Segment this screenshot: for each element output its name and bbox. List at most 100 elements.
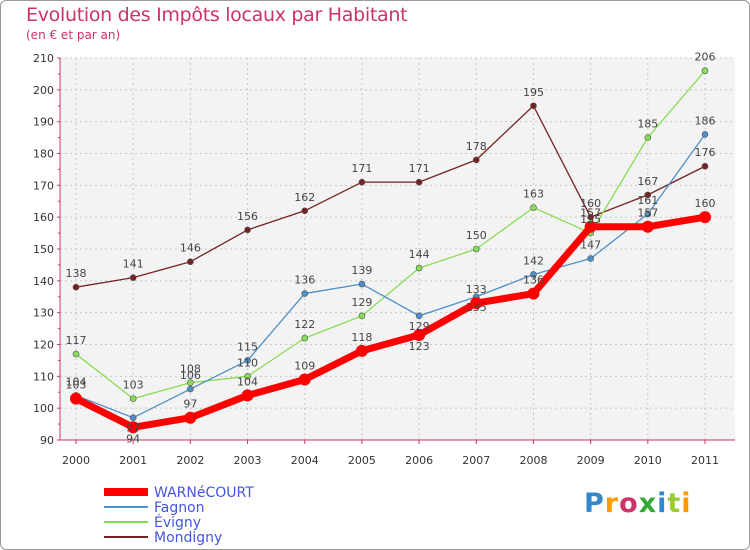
data-label: 163 (523, 188, 544, 201)
y-tick-label: 150 (33, 243, 54, 256)
data-label: 110 (237, 356, 258, 369)
data-point (644, 134, 652, 141)
x-tick-label: 2010 (634, 454, 662, 467)
data-label: 157 (637, 207, 658, 220)
data-point (127, 421, 140, 434)
plot-area (60, 58, 735, 440)
data-point (530, 204, 537, 211)
data-label: 146 (180, 242, 201, 255)
y-tick-label: 100 (33, 402, 54, 415)
data-label: 160 (695, 197, 716, 210)
y-tick-label: 90 (40, 434, 54, 447)
data-label: 157 (580, 207, 601, 220)
data-point (641, 220, 654, 233)
x-tick-label: 2006 (405, 454, 433, 467)
x-tick-label: 2000 (62, 454, 90, 467)
data-label: 160 (580, 197, 601, 210)
data-label: 142 (523, 254, 544, 267)
y-tick-label: 170 (33, 179, 54, 192)
chart-title: Evolution des Impôts locaux par Habitant (26, 4, 408, 26)
logo-letter: t (667, 488, 682, 519)
data-point (301, 290, 309, 297)
y-tick-label: 210 (33, 52, 54, 65)
data-label: 156 (237, 210, 258, 223)
data-label: 167 (637, 175, 658, 188)
y-tick-label: 140 (33, 275, 54, 288)
data-label: 147 (580, 239, 601, 252)
data-label: 117 (66, 334, 87, 347)
data-label: 104 (237, 375, 258, 388)
data-point (72, 283, 80, 291)
data-label: 136 (523, 274, 544, 287)
data-label: 109 (294, 360, 315, 373)
data-label: 104 (66, 375, 87, 388)
data-point (415, 312, 423, 320)
x-tick-label: 2005 (348, 454, 376, 467)
data-point (129, 395, 137, 402)
data-point (701, 162, 709, 170)
y-tick-label: 110 (33, 370, 54, 383)
data-label: 129 (351, 296, 372, 309)
data-label: 171 (351, 162, 372, 175)
data-point (187, 385, 194, 393)
series-line-WARNéCOURT (74, 213, 706, 431)
data-label: 141 (123, 258, 144, 271)
data-point (241, 389, 254, 402)
data-point (358, 280, 366, 288)
proxiti-logo: Proxiti (584, 488, 692, 519)
data-label: 150 (466, 229, 487, 242)
data-point (358, 178, 366, 186)
y-tick-label: 190 (33, 116, 54, 129)
data-point (644, 191, 652, 199)
data-point (644, 210, 652, 218)
legend-label: Évigny (154, 514, 201, 531)
data-label: 108 (180, 363, 201, 376)
data-point (701, 67, 709, 75)
data-point (187, 379, 194, 387)
data-label: 176 (695, 146, 716, 159)
data-label: 136 (294, 274, 315, 287)
data-point (587, 213, 594, 221)
data-label: 103 (123, 379, 144, 392)
logo-letter: i (657, 488, 668, 519)
y-tick-label: 200 (33, 84, 54, 97)
data-label: 97 (126, 422, 140, 435)
data-point (415, 178, 423, 186)
data-label: 162 (294, 191, 315, 204)
data-label: 118 (351, 331, 372, 344)
data-point (584, 220, 597, 233)
data-label: 103 (66, 379, 87, 392)
data-point (358, 312, 366, 320)
data-label: 135 (466, 301, 487, 314)
data-point (244, 357, 251, 364)
data-point (129, 414, 137, 422)
chart-subtitle: (en € et par an) (26, 28, 121, 42)
data-point (301, 334, 309, 342)
y-tick-label: 130 (33, 307, 54, 320)
y-tick-label: 160 (33, 211, 54, 224)
x-tick-label: 2004 (291, 454, 319, 467)
data-label: 171 (409, 162, 430, 175)
data-label: 138 (66, 267, 87, 280)
data-label: 106 (180, 369, 201, 382)
x-tick-label: 2002 (176, 454, 204, 467)
data-label: 161 (637, 194, 658, 207)
data-label: 186 (695, 114, 716, 127)
legend-label: Fagnon (154, 500, 205, 516)
data-point (472, 156, 480, 164)
data-label: 185 (637, 118, 658, 131)
logo-letter: i (681, 488, 692, 519)
data-label: 122 (294, 318, 315, 331)
data-point (415, 264, 423, 272)
data-point (699, 211, 711, 224)
logo-letter: r (604, 488, 620, 519)
data-point (701, 131, 709, 138)
data-point (530, 102, 537, 110)
data-point (413, 328, 426, 341)
x-tick-label: 2007 (462, 454, 490, 467)
data-label: 94 (126, 432, 140, 445)
data-label: 155 (580, 213, 601, 226)
series-line-Évigny (75, 70, 706, 400)
x-tick-label: 2011 (691, 454, 719, 467)
